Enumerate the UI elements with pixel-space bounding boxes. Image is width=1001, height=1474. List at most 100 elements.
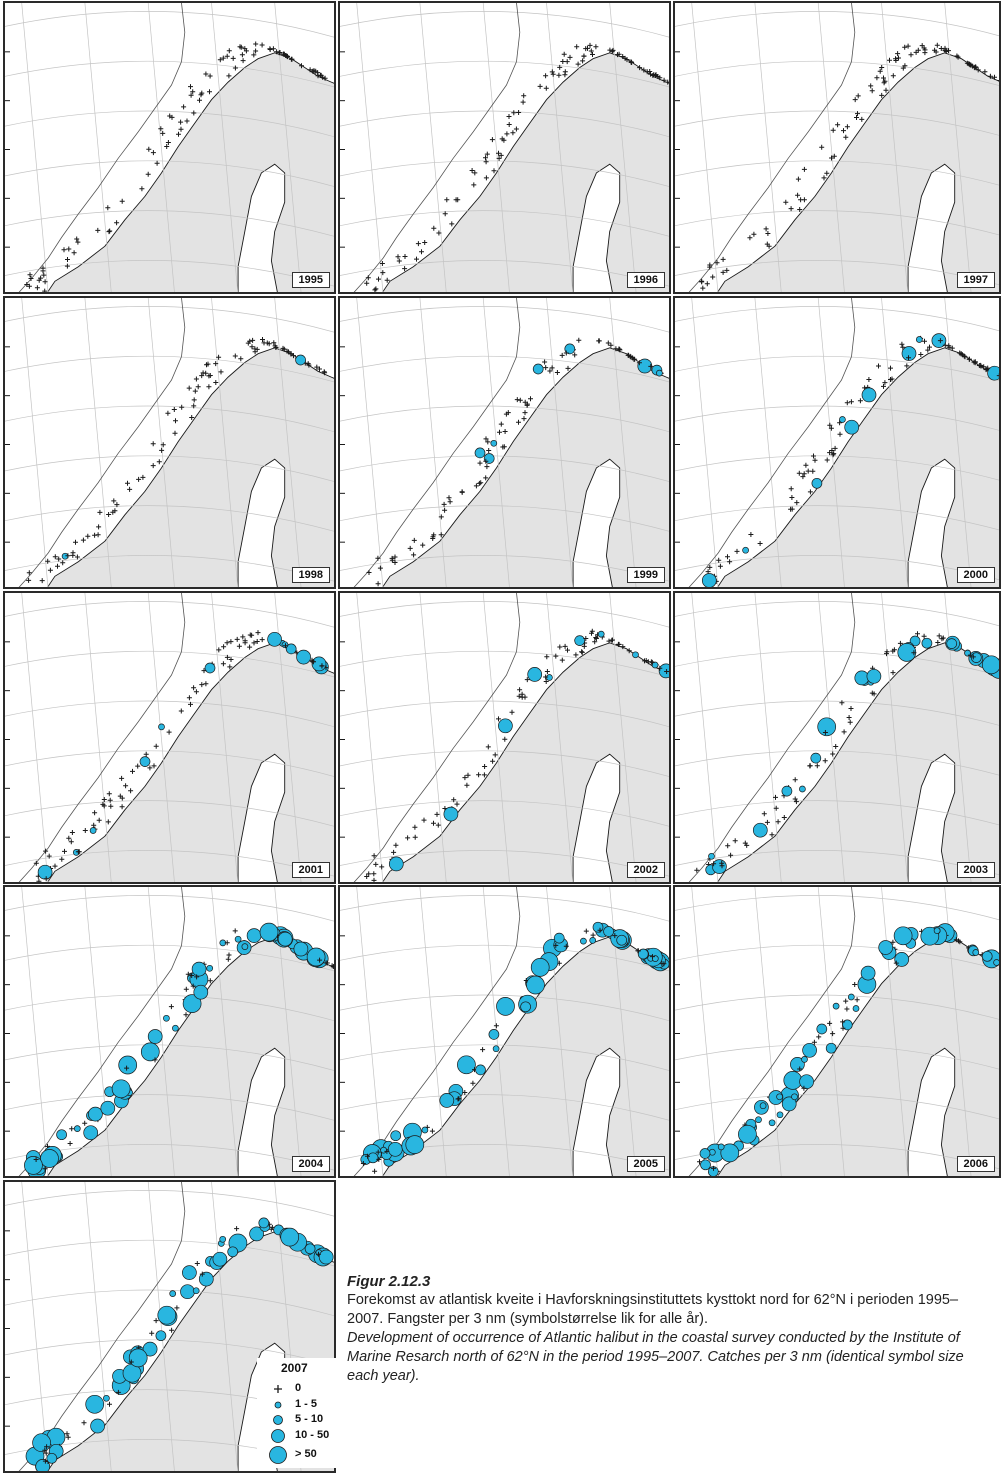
zero-catch-plus <box>481 772 487 778</box>
zero-catch-plus <box>783 199 789 205</box>
zero-catch-plus <box>114 220 120 226</box>
zero-catch-plus <box>620 54 626 59</box>
zero-catch-plus <box>607 47 613 53</box>
zero-catch-plus <box>169 114 175 120</box>
zero-catch-plus <box>154 160 160 166</box>
zero-catch-plus <box>289 56 295 62</box>
graticule-line <box>754 3 782 292</box>
catch-circle <box>701 573 717 587</box>
gulf-of-bothnia <box>237 1047 286 1176</box>
catch-circle <box>180 1284 195 1300</box>
zero-catch-plus <box>893 56 898 62</box>
zero-catch-plus <box>524 401 530 407</box>
zero-catch-plus <box>483 436 489 442</box>
zero-catch-plus <box>288 351 294 357</box>
graticule-line <box>675 110 999 136</box>
zero-catch-plus <box>405 835 411 841</box>
zero-catch-plus <box>156 459 162 465</box>
zero-catch-plus <box>26 570 32 576</box>
zero-catch-plus <box>848 706 854 711</box>
zero-catch-plus <box>259 42 265 48</box>
zero-catch-plus <box>224 940 230 946</box>
zero-catch-plus <box>773 805 779 811</box>
graticule-line <box>340 994 669 1022</box>
zero-catch-plus <box>267 47 273 52</box>
zero-catch-plus <box>150 441 156 447</box>
zero-catch-plus <box>707 262 713 268</box>
zero-catch-plus <box>491 168 497 174</box>
map-2005 <box>340 887 669 1176</box>
zero-catch-plus <box>372 1168 378 1174</box>
zero-catch-plus <box>934 42 940 48</box>
zero-catch-plus <box>107 228 113 234</box>
zero-catch-plus <box>43 876 49 882</box>
shelf-edge-line <box>18 3 186 292</box>
zero-catch-plus <box>563 350 569 356</box>
zero-catch-plus <box>315 73 321 79</box>
zero-catch-plus <box>245 340 251 346</box>
zero-catch-plus <box>434 811 440 817</box>
zero-catch-plus <box>590 932 596 938</box>
catch-circle <box>32 1433 51 1453</box>
catch-circle <box>234 935 242 943</box>
catch-circle <box>699 1148 711 1159</box>
zero-catch-plus <box>194 974 200 980</box>
graticule-line <box>817 593 845 882</box>
graticule-line <box>340 110 669 138</box>
catch-circle <box>651 661 659 669</box>
zero-catch-plus <box>520 99 526 105</box>
catch-circle <box>832 1002 840 1010</box>
zero-catch-plus <box>966 356 972 362</box>
catch-circle <box>24 1156 43 1175</box>
zero-catch-plus <box>459 489 465 495</box>
zero-catch-plus <box>643 658 649 663</box>
zero-catch-plus <box>876 363 881 369</box>
zero-catch-plus <box>911 650 917 656</box>
zero-catch-plus <box>717 563 723 569</box>
zero-catch-plus <box>483 159 489 165</box>
zero-catch-plus <box>26 283 32 289</box>
zero-catch-plus <box>276 50 282 56</box>
graticule-line <box>5 800 334 827</box>
zero-catch-plus <box>485 744 491 750</box>
zero-catch-plus <box>181 104 187 110</box>
zero-catch-plus <box>110 509 116 515</box>
zero-catch-plus <box>255 630 261 636</box>
map-2003 <box>675 593 999 882</box>
zero-catch-plus <box>764 819 770 825</box>
zero-catch-plus <box>522 410 528 416</box>
catch-circle <box>658 663 669 679</box>
catch-circle <box>35 1459 51 1471</box>
zero-catch-plus <box>379 261 385 266</box>
zero-catch-plus <box>661 77 667 83</box>
graticule-line <box>340 405 669 433</box>
zero-catch-plus <box>650 954 655 960</box>
zero-catch-plus <box>105 819 111 825</box>
graticule-line <box>340 895 669 922</box>
graticule-line <box>84 298 112 587</box>
catch-circle <box>921 637 933 649</box>
graticule-line <box>675 11 999 37</box>
graticule-line <box>691 593 719 882</box>
legend-row: 10 - 50 <box>257 1427 341 1445</box>
map-panel-2000: 2000 <box>673 296 1001 589</box>
zero-catch-plus <box>71 250 77 256</box>
zero-catch-plus <box>803 462 809 468</box>
zero-catch-plus <box>797 207 803 212</box>
zero-catch-plus <box>543 365 549 371</box>
zero-catch-plus <box>232 353 238 359</box>
zero-catch-plus <box>392 554 398 560</box>
zero-catch-plus <box>844 1006 850 1012</box>
zero-catch-plus <box>888 365 893 371</box>
year-label: 1996 <box>626 272 665 288</box>
zero-catch-plus <box>153 743 159 749</box>
zero-catch-plus <box>716 557 722 563</box>
zero-catch-plus <box>711 1165 716 1171</box>
zero-catch-plus <box>74 236 80 242</box>
graticule-line <box>211 3 239 292</box>
zero-catch-plus <box>565 647 570 653</box>
zero-catch-plus <box>922 50 928 56</box>
catch-circle <box>712 859 727 874</box>
zero-catch-plus <box>473 483 479 489</box>
zero-catch-plus <box>150 463 156 469</box>
